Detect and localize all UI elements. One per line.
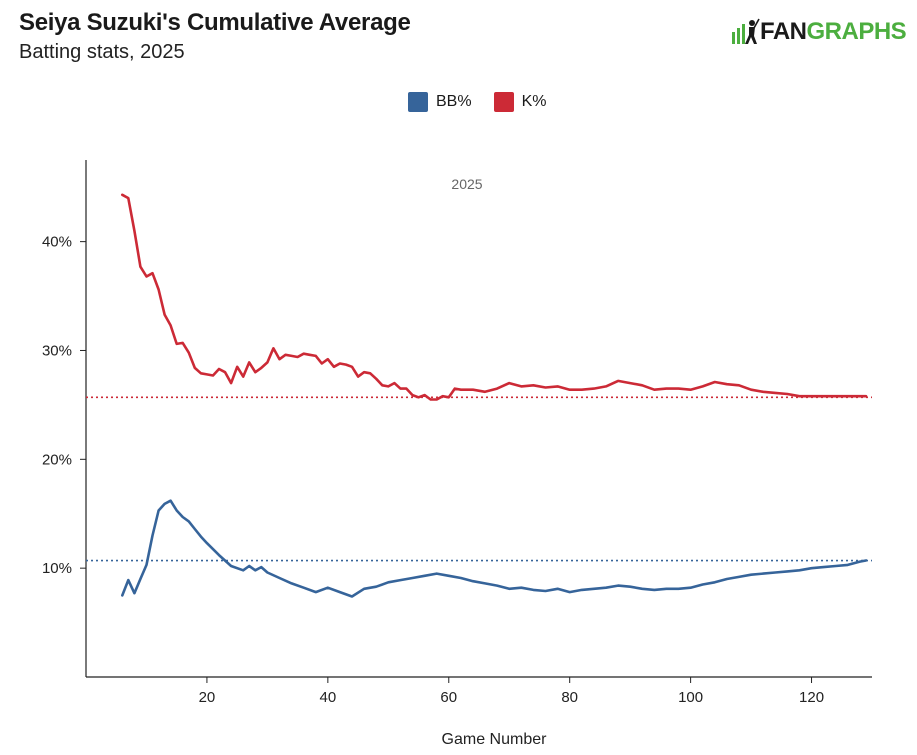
series-line-bb [121, 499, 868, 598]
legend-label-bb: BB% [436, 93, 472, 110]
legend-swatch-k [493, 92, 514, 112]
x-axis-title: Game Number [442, 731, 548, 748]
series-line-k [121, 193, 868, 401]
legend-label-k: K% [521, 93, 547, 110]
logo-text-fan: FAN [760, 18, 807, 45]
legend-item-k: K% [493, 92, 547, 112]
chart-subtitle: Batting stats, 2025 [19, 41, 185, 63]
x-tick-label: 100 [678, 689, 703, 706]
x-tick-label: 80 [561, 689, 578, 706]
y-tick-label: 40% [42, 234, 72, 251]
logo-text-graphs: GRAPHS [806, 18, 907, 45]
chart-legend: BB% K% [408, 92, 568, 112]
batter-silhouette-icon [730, 18, 760, 46]
y-tick-label: 30% [42, 342, 72, 359]
y-tick-label: 10% [42, 560, 72, 577]
chart-title: Seiya Suzuki's Cumulative Average [19, 9, 411, 36]
x-tick-label: 20 [199, 689, 216, 706]
fangraphs-logo: FAN GRAPHS [730, 18, 907, 46]
season-label: 2025 [451, 176, 482, 192]
x-tick-label: 60 [440, 689, 457, 706]
legend-item-bb: BB% [408, 92, 472, 112]
x-tick-label: 40 [320, 689, 337, 706]
legend-swatch-bb [408, 92, 428, 112]
y-tick-label: 20% [42, 451, 72, 468]
x-tick-label: 120 [799, 689, 824, 706]
